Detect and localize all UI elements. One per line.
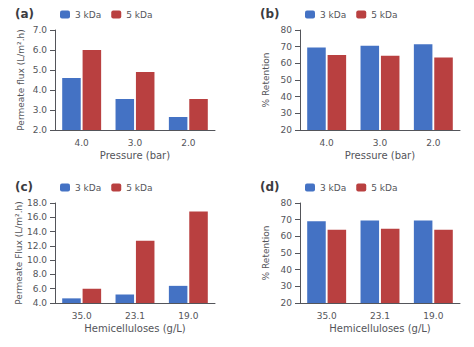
- svg-text:2.0: 2.0: [181, 138, 196, 148]
- svg-text:6.0: 6.0: [33, 284, 48, 294]
- svg-text:5.0: 5.0: [33, 65, 48, 75]
- svg-text:5 kDa: 5 kDa: [371, 183, 397, 193]
- svg-text:18.0: 18.0: [27, 198, 47, 208]
- svg-text:35.0: 35.0: [317, 311, 337, 321]
- svg-text:35.0: 35.0: [72, 311, 92, 321]
- svg-text:40: 40: [281, 92, 293, 102]
- svg-text:5 kDa: 5 kDa: [371, 10, 397, 20]
- svg-text:Pressure (bar): Pressure (bar): [100, 150, 170, 161]
- svg-text:23.1: 23.1: [370, 311, 390, 321]
- svg-text:(a): (a): [15, 7, 34, 21]
- svg-text:16.0: 16.0: [27, 212, 47, 222]
- svg-text:30: 30: [281, 108, 293, 118]
- svg-text:20: 20: [281, 298, 293, 308]
- svg-text:10.0: 10.0: [27, 255, 47, 265]
- svg-text:70: 70: [281, 42, 293, 52]
- svg-text:60: 60: [281, 231, 293, 241]
- svg-text:Permeate Flux (L/m².h): Permeate Flux (L/m².h): [14, 201, 24, 305]
- svg-text:3.0: 3.0: [373, 138, 388, 148]
- svg-text:7.0: 7.0: [33, 25, 48, 35]
- svg-text:3 kDa: 3 kDa: [320, 183, 346, 193]
- svg-text:% Retention: % Retention: [261, 226, 271, 281]
- svg-text:3 kDa: 3 kDa: [320, 10, 346, 20]
- svg-text:Hemicelluloses (g/L): Hemicelluloses (g/L): [329, 323, 431, 334]
- svg-text:Pressure (bar): Pressure (bar): [345, 150, 415, 161]
- svg-text:(c): (c): [15, 180, 33, 194]
- svg-text:4.0: 4.0: [320, 138, 335, 148]
- svg-text:70: 70: [281, 215, 293, 225]
- svg-text:Permeate flux (L/m².h): Permeate flux (L/m².h): [16, 29, 26, 131]
- svg-text:3.0: 3.0: [33, 105, 48, 115]
- svg-text:12.0: 12.0: [27, 241, 47, 251]
- svg-text:4.0: 4.0: [33, 298, 48, 308]
- svg-text:23.1: 23.1: [125, 311, 145, 321]
- svg-text:14.0: 14.0: [27, 227, 47, 237]
- svg-text:Hemicelluloses (g/L): Hemicelluloses (g/L): [84, 323, 186, 334]
- svg-text:8.0: 8.0: [33, 269, 48, 279]
- svg-text:30: 30: [281, 281, 293, 291]
- svg-text:80: 80: [281, 25, 293, 35]
- svg-text:2.0: 2.0: [33, 125, 48, 135]
- svg-text:5 kDa: 5 kDa: [126, 183, 152, 193]
- svg-text:3 kDa: 3 kDa: [75, 10, 101, 20]
- svg-text:20: 20: [281, 125, 293, 135]
- svg-text:(b): (b): [260, 7, 280, 21]
- svg-text:3 kDa: 3 kDa: [75, 183, 101, 193]
- svg-text:60: 60: [281, 58, 293, 68]
- svg-text:(d): (d): [260, 180, 280, 194]
- svg-text:50: 50: [281, 248, 293, 258]
- svg-text:40: 40: [281, 265, 293, 275]
- svg-text:5 kDa: 5 kDa: [126, 10, 152, 20]
- svg-text:6.0: 6.0: [33, 45, 48, 55]
- svg-text:4.0: 4.0: [33, 85, 48, 95]
- svg-text:19.0: 19.0: [423, 311, 443, 321]
- svg-text:4.0: 4.0: [75, 138, 90, 148]
- svg-text:% Retention: % Retention: [261, 53, 271, 108]
- svg-text:3.0: 3.0: [128, 138, 143, 148]
- svg-text:19.0: 19.0: [178, 311, 198, 321]
- svg-text:80: 80: [281, 198, 293, 208]
- svg-text:50: 50: [281, 75, 293, 85]
- svg-text:2.0: 2.0: [426, 138, 441, 148]
